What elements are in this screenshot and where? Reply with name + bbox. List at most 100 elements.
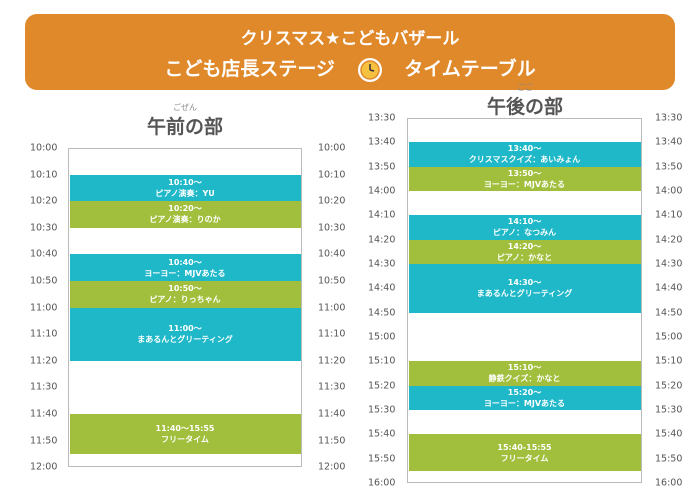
- event-label: ピアノ：かなと: [496, 252, 553, 262]
- time-label: 15:00: [368, 331, 396, 343]
- time-label: 11:40: [30, 408, 58, 420]
- time-label: 10:20: [318, 195, 346, 207]
- time-label: 10:50: [30, 275, 58, 287]
- event-label: ヨーヨー：MJVあたる: [144, 268, 226, 278]
- event-time: 15:40-15:55: [497, 442, 552, 452]
- time-label: 10:10: [318, 169, 346, 181]
- time-label: 11:10: [30, 328, 58, 340]
- time-label: 16:00: [655, 477, 683, 489]
- time-label: 11:30: [30, 381, 58, 393]
- event-block: 15:40-15:55 フリータイム: [408, 434, 641, 471]
- event-time: 15:20～: [507, 387, 542, 397]
- event-label: ヨーヨー：MJVあたる: [483, 398, 566, 408]
- time-label: 15:50: [655, 453, 683, 465]
- event-block: 14:30～ まあるんとグリーティング: [408, 263, 641, 313]
- time-label: 16:00: [368, 477, 396, 489]
- event-time: 10:20～: [168, 204, 202, 214]
- event-time: 10:10～: [168, 177, 202, 187]
- event-label: 静鉄クイズ：かなと: [488, 374, 561, 384]
- time-label: 11:40: [318, 408, 346, 420]
- event-block: 14:20～ ピアノ：かなと: [408, 239, 641, 264]
- section-ruby: ごぜん: [173, 103, 197, 112]
- time-label: 10:10: [30, 169, 58, 181]
- event-time: 10:40～: [168, 257, 202, 267]
- time-label: 10:00: [30, 142, 58, 154]
- time-label: 14:20: [655, 234, 683, 246]
- time-label: 15:30: [368, 404, 396, 416]
- time-label: 11:20: [30, 355, 58, 367]
- time-label: 10:20: [30, 195, 58, 207]
- event-time: 13:50～: [507, 168, 542, 178]
- time-label: 13:40: [368, 136, 396, 148]
- time-label: 15:50: [368, 453, 396, 465]
- time-label: 11:00: [30, 302, 58, 314]
- time-label: 15:30: [655, 404, 683, 416]
- event-time: 13:40～: [507, 144, 542, 154]
- time-label: 15:20: [655, 380, 683, 392]
- clock-icon: [357, 57, 382, 82]
- time-label: 15:40: [368, 428, 396, 440]
- event-time: 14:30～: [507, 278, 542, 288]
- section-ruby: ごご: [517, 83, 533, 92]
- time-label: 11:10: [318, 328, 346, 340]
- event-label: まあるんとグリーティング: [476, 289, 573, 299]
- subtitle-text: こども店長ステージ: [164, 58, 335, 80]
- time-label: 10:00: [318, 142, 346, 154]
- header-subtitle: こども店長ステージ タイムテーブル: [25, 54, 675, 84]
- time-label: 14:20: [368, 234, 396, 246]
- time-label: 15:00: [655, 331, 683, 343]
- event-block: 13:40～ クリスマスクイズ：あいみょん: [408, 142, 641, 167]
- header-title: クリスマス★こどもバザール: [240, 29, 460, 49]
- time-label: 13:30: [368, 112, 396, 124]
- time-label: 14:00: [655, 185, 683, 197]
- event-block: 11:40～15:55 フリータイム: [69, 414, 301, 454]
- time-label: 11:50: [30, 435, 58, 447]
- event-block: 10:40～ ヨーヨー：MJVあたる: [69, 254, 301, 281]
- time-label: 14:10: [368, 209, 396, 221]
- time-label: 14:30: [368, 258, 396, 270]
- time-label: 12:00: [30, 461, 58, 473]
- event-block: 10:20～ ピアノ演奏：りのか: [69, 201, 301, 228]
- time-label: 15:40: [655, 428, 683, 440]
- time-label: 13:30: [655, 112, 683, 124]
- time-label: 11:00: [318, 302, 346, 314]
- time-label: 13:50: [368, 161, 396, 173]
- event-time: 11:40～15:55: [155, 423, 215, 433]
- event-label: ピアノ演奏：YU: [155, 188, 215, 198]
- time-label: 11:50: [318, 435, 346, 447]
- event-block: 10:10～ ピアノ演奏：YU: [69, 174, 301, 202]
- time-label: 10:30: [318, 222, 346, 234]
- time-label: 14:40: [655, 282, 683, 294]
- event-time: 14:10～: [507, 217, 542, 227]
- event-time: 15:10～: [507, 363, 542, 373]
- time-label: 10:50: [318, 275, 346, 287]
- event-time: 11:00～: [168, 324, 202, 334]
- time-label: 13:50: [655, 161, 683, 173]
- time-label: 15:20: [368, 380, 396, 392]
- event-time: 14:20～: [507, 241, 542, 251]
- event-block: 10:50～ ピアノ：りっちゃん: [69, 281, 301, 308]
- section-title: 午前の部: [146, 116, 223, 138]
- event-label: クリスマスクイズ：あいみょん: [468, 155, 581, 165]
- time-label: 14:50: [655, 307, 683, 319]
- event-block: 15:10～ 静鉄クイズ：かなと: [408, 361, 641, 386]
- header-banner: クリスマス★こどもバザール こども店長ステージ タイムテーブル: [25, 14, 675, 90]
- time-label: 12:00: [318, 461, 346, 473]
- time-label: 15:10: [368, 355, 396, 367]
- event-block: 15:20～ ヨーヨー：MJVあたる: [408, 385, 641, 410]
- time-label: 11:20: [318, 355, 346, 367]
- section-title: 午後の部: [486, 96, 563, 118]
- time-label: 11:30: [318, 381, 346, 393]
- event-label: フリータイム: [161, 434, 209, 444]
- event-label: フリータイム: [500, 453, 549, 463]
- time-label: 10:30: [30, 222, 58, 234]
- event-label: ピアノ：なつみん: [492, 228, 557, 238]
- time-label: 14:00: [368, 185, 396, 197]
- event-label: ピアノ：りっちゃん: [149, 295, 221, 305]
- time-label: 10:40: [30, 248, 58, 260]
- time-label: 14:40: [368, 282, 396, 294]
- time-label: 15:10: [655, 355, 683, 367]
- event-block: 11:00～ まあるんとグリーティング: [69, 307, 301, 361]
- time-label: 14:50: [368, 307, 396, 319]
